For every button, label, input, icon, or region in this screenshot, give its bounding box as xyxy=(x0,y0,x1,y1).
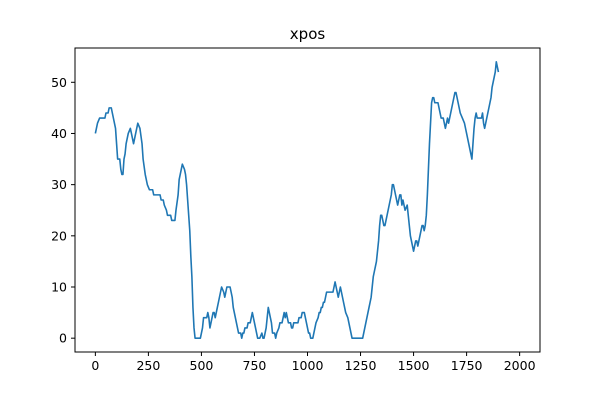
x-tick-label: 500 xyxy=(190,358,214,373)
series-layer xyxy=(94,61,500,339)
x-tick-label: 1750 xyxy=(451,358,483,373)
x-tick-label: 1250 xyxy=(345,358,377,373)
y-tick-label: 50 xyxy=(51,75,67,90)
series-line-xpos xyxy=(94,61,500,339)
x-tick-label: 750 xyxy=(243,358,267,373)
axes-layer: 0 250 500 750 1000 1250 1500 1750 2000 0 10 20 30 40 5… xyxy=(51,47,541,373)
x-tick-label: 250 xyxy=(136,358,160,373)
x-tick-label: 2000 xyxy=(504,358,536,373)
x-tick-label: 1000 xyxy=(292,358,324,373)
x-tick-label: 0 xyxy=(91,358,99,373)
y-tick-label: 0 xyxy=(59,331,67,346)
y-tick-label: 40 xyxy=(51,126,67,141)
y-tick-label: 30 xyxy=(51,177,67,192)
y-tick-label: 10 xyxy=(51,280,67,295)
x-tick-label: 1500 xyxy=(398,358,430,373)
y-tick-label: 20 xyxy=(51,228,67,243)
chart-title: xpos xyxy=(290,25,326,43)
